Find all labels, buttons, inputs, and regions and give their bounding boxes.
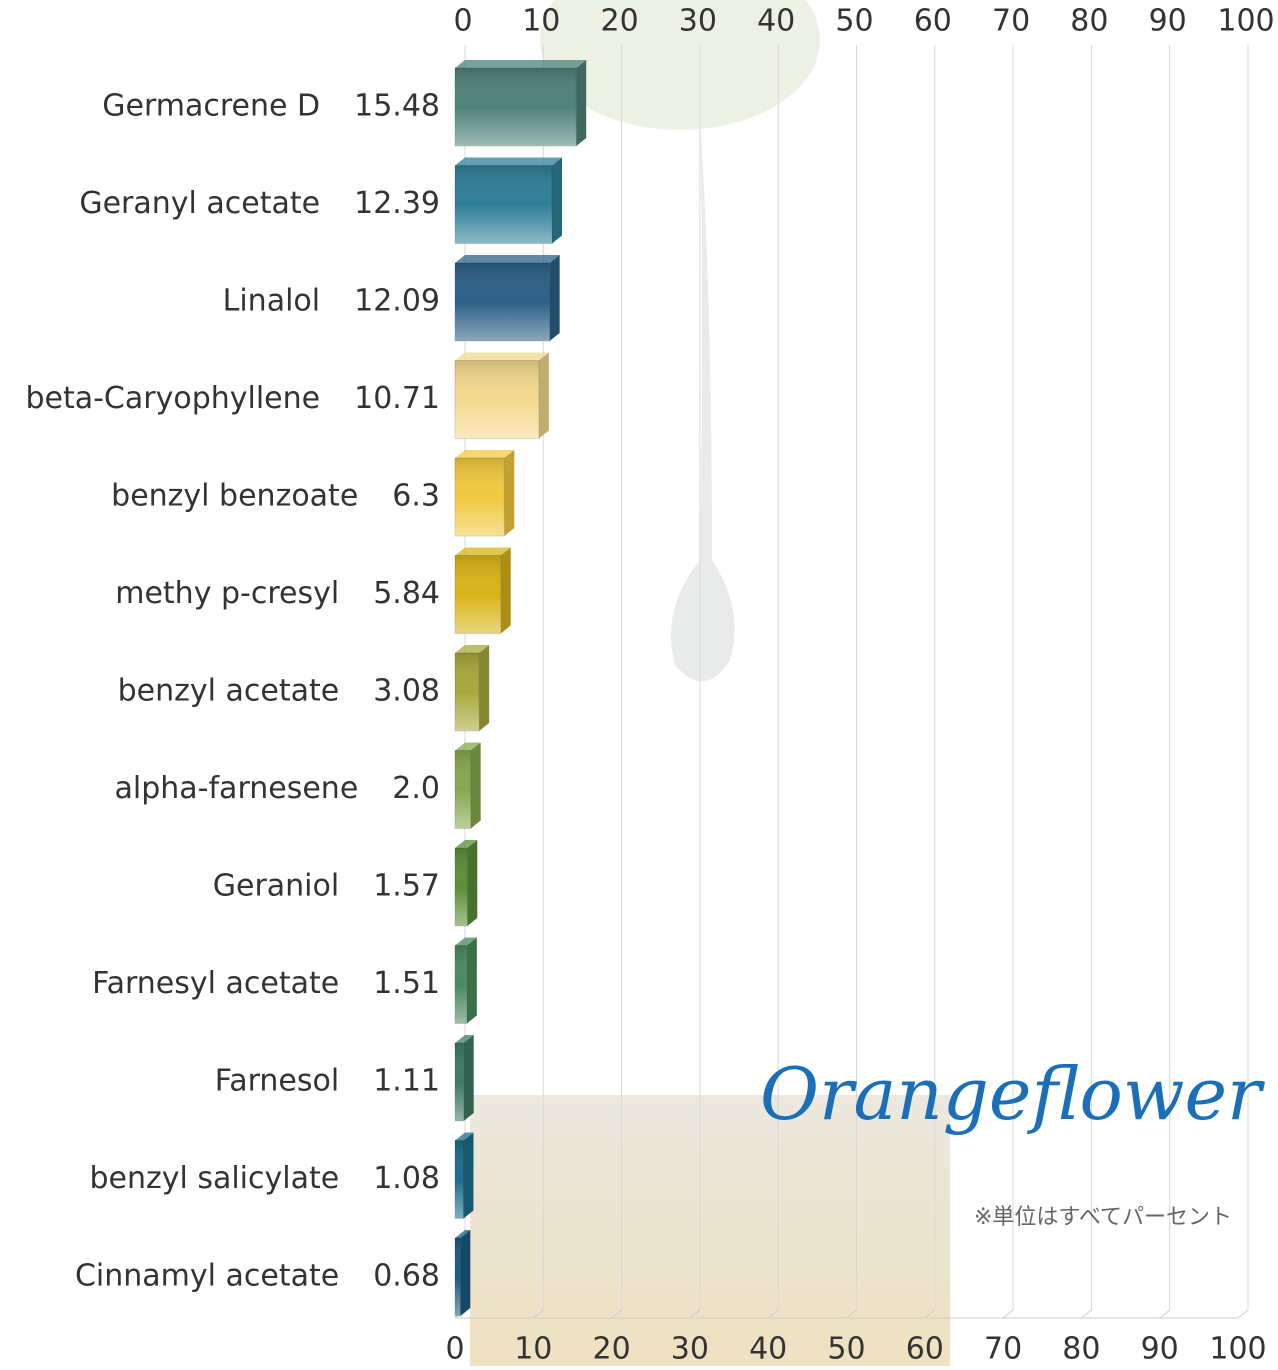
value-label: 6.3 [392, 479, 440, 514]
x-tick-label-bottom: 70 [984, 1332, 1022, 1367]
tick-mark [1160, 1310, 1170, 1318]
category-label: Geraniol [213, 869, 339, 904]
unit-note: ※単位はすべてパーセント [974, 1205, 1232, 1230]
tick-mark [1238, 1310, 1248, 1318]
bar-side [471, 743, 481, 829]
category-label: benzyl benzoate [111, 479, 358, 514]
bar-side [552, 158, 562, 244]
bar-shine [455, 1238, 460, 1316]
value-label: 3.08 [373, 674, 440, 709]
bar-shine [455, 751, 471, 829]
category-label: Geranyl acetate [79, 186, 320, 221]
value-label: 1.57 [373, 869, 440, 904]
bar-shine [455, 848, 467, 926]
x-tick-label-bottom: 20 [593, 1332, 631, 1367]
x-tick-label-bottom: 0 [445, 1332, 464, 1367]
value-label: 12.39 [354, 186, 440, 221]
bar-shine [455, 556, 501, 634]
bar-top [455, 60, 586, 68]
category-label: Farnesol [215, 1064, 339, 1099]
x-tick-label-bottom: 50 [827, 1332, 865, 1367]
bar-shine [455, 263, 550, 341]
category-label: Cinnamyl acetate [75, 1259, 339, 1294]
value-label: 15.48 [354, 89, 440, 124]
category-label: methy p-cresyl [115, 576, 339, 611]
bar-side [479, 645, 489, 731]
bar-side [501, 548, 511, 634]
value-label: 10.71 [354, 381, 440, 416]
x-tick-label-top: 0 [453, 4, 472, 39]
bar-side [504, 450, 514, 536]
bar-shine [455, 458, 504, 536]
category-label: benzyl acetate [118, 674, 340, 709]
bar-side [467, 938, 477, 1024]
x-tick-label-bottom: 10 [514, 1332, 552, 1367]
tick-mark [1081, 1310, 1091, 1318]
bar-shine [455, 166, 552, 244]
bar-shine [455, 361, 539, 439]
value-label: 1.51 [373, 966, 440, 1001]
x-tick-label-top: 10 [522, 4, 560, 39]
bar-side [464, 1035, 474, 1121]
bar-side [550, 255, 560, 341]
category-label: Farnesyl acetate [92, 966, 339, 1001]
value-label: 0.68 [373, 1259, 440, 1294]
category-label: alpha-farnesene [115, 771, 359, 806]
bar-side [460, 1230, 470, 1316]
x-tick-label-bottom: 60 [906, 1332, 944, 1367]
x-tick-label-top: 80 [1070, 4, 1108, 39]
x-tick-label-top: 50 [835, 4, 873, 39]
x-tick-label-top: 20 [601, 4, 639, 39]
bar-shine [455, 68, 576, 146]
drop-decoration [671, 120, 735, 681]
category-label: benzyl salicylate [89, 1161, 339, 1196]
value-label: 5.84 [373, 576, 440, 611]
x-tick-label-top: 60 [914, 4, 952, 39]
category-label: beta-Caryophyllene [25, 381, 320, 416]
bar-top [455, 353, 549, 361]
value-label: 2.0 [392, 771, 440, 806]
x-tick-label-bottom: 90 [1141, 1332, 1179, 1367]
x-tick-label-bottom: 30 [671, 1332, 709, 1367]
logo: Orangeflower [760, 1052, 1265, 1136]
category-label: Germacrene D [102, 89, 320, 124]
x-tick-label-bottom: 40 [749, 1332, 787, 1367]
x-tick-label-top: 100 [1217, 4, 1274, 39]
value-label: 1.11 [373, 1064, 440, 1099]
x-tick-label-top: 30 [679, 4, 717, 39]
bar-side [463, 1133, 473, 1219]
tick-mark [1003, 1310, 1013, 1318]
category-label: Linalol [223, 284, 320, 319]
chart: 0 0 10 10 20 20 30 30 40 40 50 50 60 60 70 70 80 80 90 90 10… [0, 0, 1278, 1366]
bar-top [455, 158, 562, 166]
x-tick-label-bottom: 100 [1209, 1332, 1266, 1367]
bar-top [455, 255, 560, 263]
x-tick-label-top: 70 [992, 4, 1030, 39]
bar-shine [455, 1141, 463, 1219]
bar-shine [455, 946, 467, 1024]
page: 0 0 10 10 20 20 30 30 40 40 50 50 60 60 70 70 80 80 90 90 10… [0, 0, 1278, 1366]
value-label: 1.08 [373, 1161, 440, 1196]
bar-shine [455, 653, 479, 731]
x-tick-label-bottom: 80 [1062, 1332, 1100, 1367]
bar-shine [455, 1043, 464, 1121]
bar-side [539, 353, 549, 439]
bar-side [467, 840, 477, 926]
x-tick-label-top: 40 [757, 4, 795, 39]
x-tick-label-top: 90 [1149, 4, 1187, 39]
bar-top [455, 450, 514, 458]
value-label: 12.09 [354, 284, 440, 319]
bar-side [576, 60, 586, 146]
